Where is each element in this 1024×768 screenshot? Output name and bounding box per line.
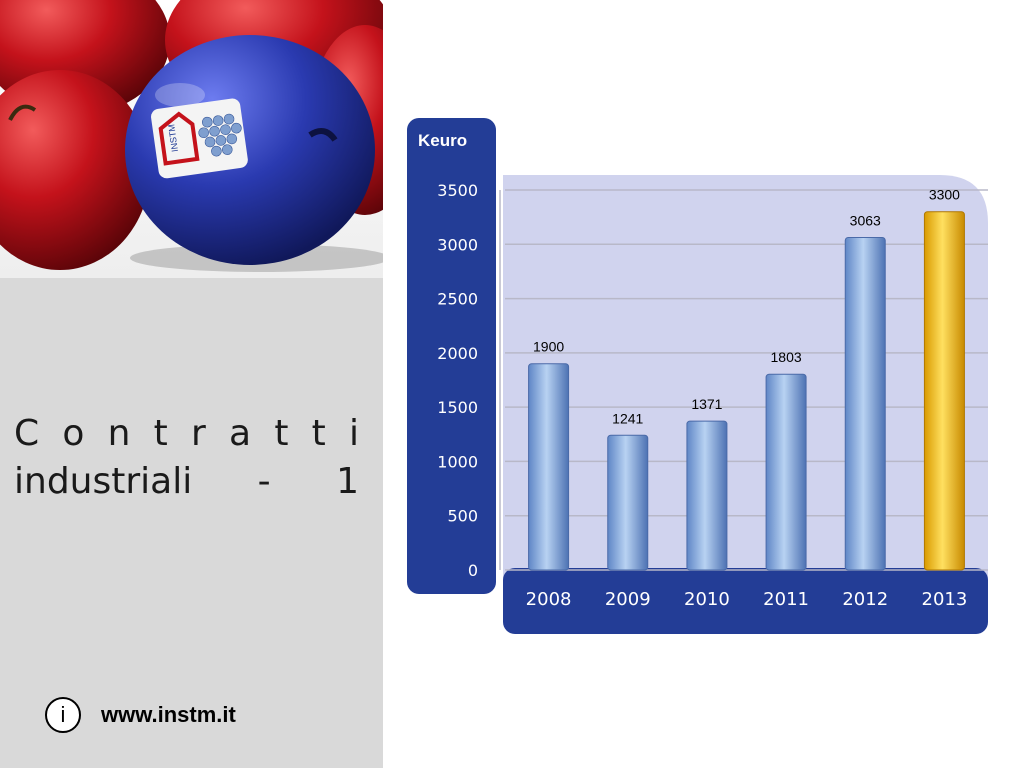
slide-title-line-2: industriali - 1 <box>14 461 359 502</box>
y-axis-unit-label: Keuro <box>418 131 467 150</box>
x-tick-label-2009: 2009 <box>605 589 651 610</box>
y-tick-label: 500 <box>447 507 478 526</box>
y-tick-label: 2500 <box>437 290 478 309</box>
y-tick-label: 1000 <box>437 452 478 471</box>
apples-hero-image: INSTM <box>0 0 383 278</box>
bars <box>528 211 965 571</box>
slide-title: C o n t r a t t i industriali - 1 <box>14 410 359 506</box>
data-label-2009: 1241 <box>612 410 643 426</box>
data-label-2011: 1803 <box>771 349 802 365</box>
data-label-2013: 3300 <box>929 187 960 203</box>
x-tick-label-2013: 2013 <box>922 589 968 610</box>
bar-2010 <box>686 420 728 571</box>
instm-logo-sticker: INSTM <box>151 98 248 179</box>
y-tick-label: 3000 <box>437 235 478 254</box>
y-tick-label: 2000 <box>437 344 478 363</box>
x-tick-label-2008: 2008 <box>526 589 572 610</box>
x-tick-label-2011: 2011 <box>763 589 809 610</box>
bar-2013 <box>923 211 965 571</box>
x-tick-label-2010: 2010 <box>684 589 730 610</box>
slide-title-line-1: C o n t r a t t i <box>14 413 359 454</box>
bar-2009 <box>607 434 649 571</box>
bar-2012 <box>844 236 886 571</box>
website-link[interactable]: www.instm.it <box>101 702 236 727</box>
bar-2011 <box>765 373 807 571</box>
x-tick-labels: 2008 2009 2010 2011 2012 2013 <box>526 589 968 610</box>
grid-lines <box>499 189 988 571</box>
data-label-2010: 1371 <box>691 396 722 412</box>
y-tick-label: 0 <box>468 561 478 580</box>
data-label-2008: 1900 <box>533 339 564 355</box>
website-row: i www.instm.it <box>45 695 236 735</box>
logo-text: INSTM <box>166 123 180 152</box>
info-icon: i <box>45 697 81 733</box>
y-tick-label: 1500 <box>437 398 478 417</box>
x-tick-label-2012: 2012 <box>842 589 888 610</box>
y-axis-panel <box>407 118 496 594</box>
x-axis-panel <box>503 568 988 634</box>
left-panel: INSTM C o n t r a t t i industriali - 1 … <box>0 0 383 768</box>
y-tick-labels: 0 500 1000 1500 2000 2500 3000 3500 <box>437 181 478 580</box>
y-tick-label: 3500 <box>437 181 478 200</box>
plot-area <box>503 175 988 580</box>
data-labels: 1900 1241 1371 1803 3063 3300 <box>533 187 960 427</box>
bar-2008 <box>528 363 570 571</box>
data-label-2012: 3063 <box>850 212 881 228</box>
